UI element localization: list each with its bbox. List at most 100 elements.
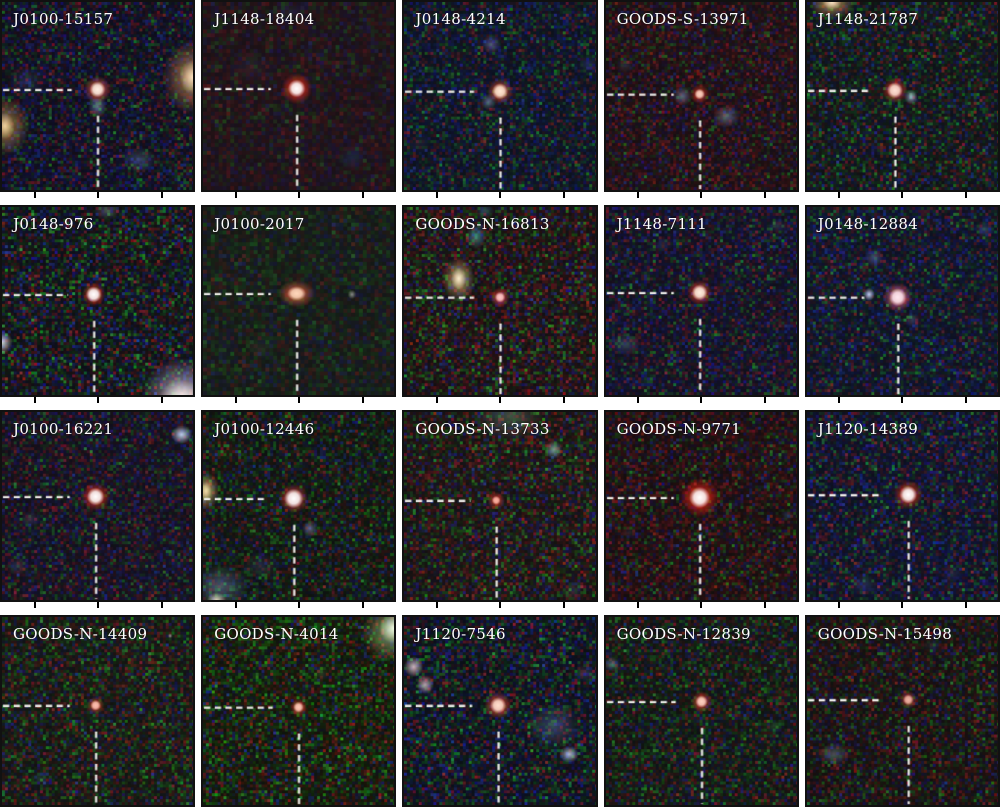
cutout-panel: GOODS-N-9771	[603, 410, 799, 608]
axis-tick	[901, 397, 904, 403]
panel-label: J1148-18404	[214, 10, 315, 28]
sky-image-canvas	[404, 207, 596, 395]
cutout-panel: J1148-18404	[201, 0, 397, 198]
axis-tick	[700, 397, 703, 403]
panel-label: GOODS-N-12839	[616, 625, 751, 643]
axis-tick	[33, 602, 36, 608]
panel-label: GOODS-S-13971	[616, 10, 749, 28]
panel-label: J0100-16221	[13, 420, 114, 438]
sky-image-canvas	[404, 2, 596, 190]
axis-tick	[160, 192, 163, 198]
cutout-panel: GOODS-N-15498	[804, 615, 1000, 807]
panel-label: J0148-4214	[415, 10, 506, 28]
panel-label: J1148-21787	[817, 10, 919, 28]
axis-tick	[700, 192, 703, 198]
cutout-panel: J0100-16221	[0, 410, 196, 608]
axis-tick	[435, 192, 438, 198]
cutout-panel: J1148-7111	[603, 205, 799, 403]
cutout-panel: J0100-2017	[201, 205, 397, 403]
axis-tick	[965, 397, 968, 403]
sky-image-canvas	[203, 617, 395, 805]
sky-image-canvas	[806, 617, 998, 805]
sky-image-canvas	[806, 207, 998, 395]
panel-label: GOODS-N-16813	[415, 215, 550, 233]
panel-label: GOODS-N-9771	[616, 420, 742, 438]
sky-image-canvas	[806, 412, 998, 600]
sky-image-canvas	[404, 617, 596, 805]
cutout-panel: J0100-12446	[201, 410, 397, 608]
sky-image-canvas	[605, 617, 797, 805]
axis-tick	[33, 397, 36, 403]
panel-label: J0100-2017	[214, 215, 305, 233]
axis-tick	[764, 397, 767, 403]
axis-tick	[901, 192, 904, 198]
axis-tick	[637, 192, 640, 198]
sky-image-canvas	[203, 412, 395, 600]
sky-image-canvas	[2, 207, 194, 395]
sky-image-canvas	[605, 207, 797, 395]
cutout-panel: J1120-14389	[804, 410, 1000, 608]
axis-tick	[297, 192, 300, 198]
axis-tick	[499, 397, 502, 403]
panel-label: J0100-12446	[214, 420, 315, 438]
cutout-panel: GOODS-N-4014	[201, 615, 397, 807]
axis-tick	[700, 602, 703, 608]
axis-tick	[160, 397, 163, 403]
axis-tick	[234, 602, 237, 608]
axis-tick	[499, 192, 502, 198]
panel-label: GOODS-N-4014	[214, 625, 339, 643]
sky-image-canvas	[806, 2, 998, 190]
cutout-panel: GOODS-N-16813	[402, 205, 598, 403]
cutout-panel: GOODS-N-12839	[603, 615, 799, 807]
panel-label: J1120-14389	[817, 420, 919, 438]
axis-tick	[838, 397, 841, 403]
sky-image-canvas	[203, 2, 395, 190]
cutout-panel: J0100-15157	[0, 0, 196, 198]
axis-tick	[901, 602, 904, 608]
axis-tick	[965, 192, 968, 198]
sky-image-canvas	[605, 2, 797, 190]
panel-label: J1120-7546	[415, 625, 506, 643]
axis-tick	[96, 602, 99, 608]
panel-label: J0148-976	[13, 215, 94, 233]
sky-image-canvas	[404, 412, 596, 600]
panel-label: GOODS-N-13733	[415, 420, 550, 438]
cutout-panel: GOODS-S-13971	[603, 0, 799, 198]
axis-tick	[33, 192, 36, 198]
axis-tick	[361, 602, 364, 608]
panel-label: J0100-15157	[13, 10, 114, 28]
axis-tick	[499, 602, 502, 608]
axis-tick	[96, 397, 99, 403]
axis-tick	[563, 192, 566, 198]
panel-label: GOODS-N-14409	[13, 625, 148, 643]
axis-tick	[838, 192, 841, 198]
axis-tick	[234, 192, 237, 198]
axis-tick	[361, 397, 364, 403]
axis-tick	[435, 397, 438, 403]
axis-tick	[637, 397, 640, 403]
axis-tick	[361, 192, 364, 198]
axis-tick	[965, 602, 968, 608]
cutout-panel: GOODS-N-13733	[402, 410, 598, 608]
cutout-panel: GOODS-N-14409	[0, 615, 196, 807]
panel-label: J0148-12884	[817, 215, 919, 233]
axis-tick	[96, 192, 99, 198]
cutout-panel: J1148-21787	[804, 0, 1000, 198]
axis-tick	[297, 602, 300, 608]
axis-tick	[563, 602, 566, 608]
axis-tick	[297, 397, 300, 403]
axis-tick	[764, 602, 767, 608]
sky-image-canvas	[2, 412, 194, 600]
axis-tick	[234, 397, 237, 403]
panel-label: GOODS-N-15498	[817, 625, 953, 643]
axis-tick	[838, 602, 841, 608]
axis-tick	[764, 192, 767, 198]
cutout-panel: J0148-4214	[402, 0, 598, 198]
sky-image-canvas	[605, 412, 797, 600]
axis-tick	[637, 602, 640, 608]
sky-image-canvas	[203, 207, 395, 395]
sky-image-canvas	[2, 617, 194, 805]
cutout-panel: J0148-976	[0, 205, 196, 403]
panel-label: J1148-7111	[616, 215, 708, 233]
